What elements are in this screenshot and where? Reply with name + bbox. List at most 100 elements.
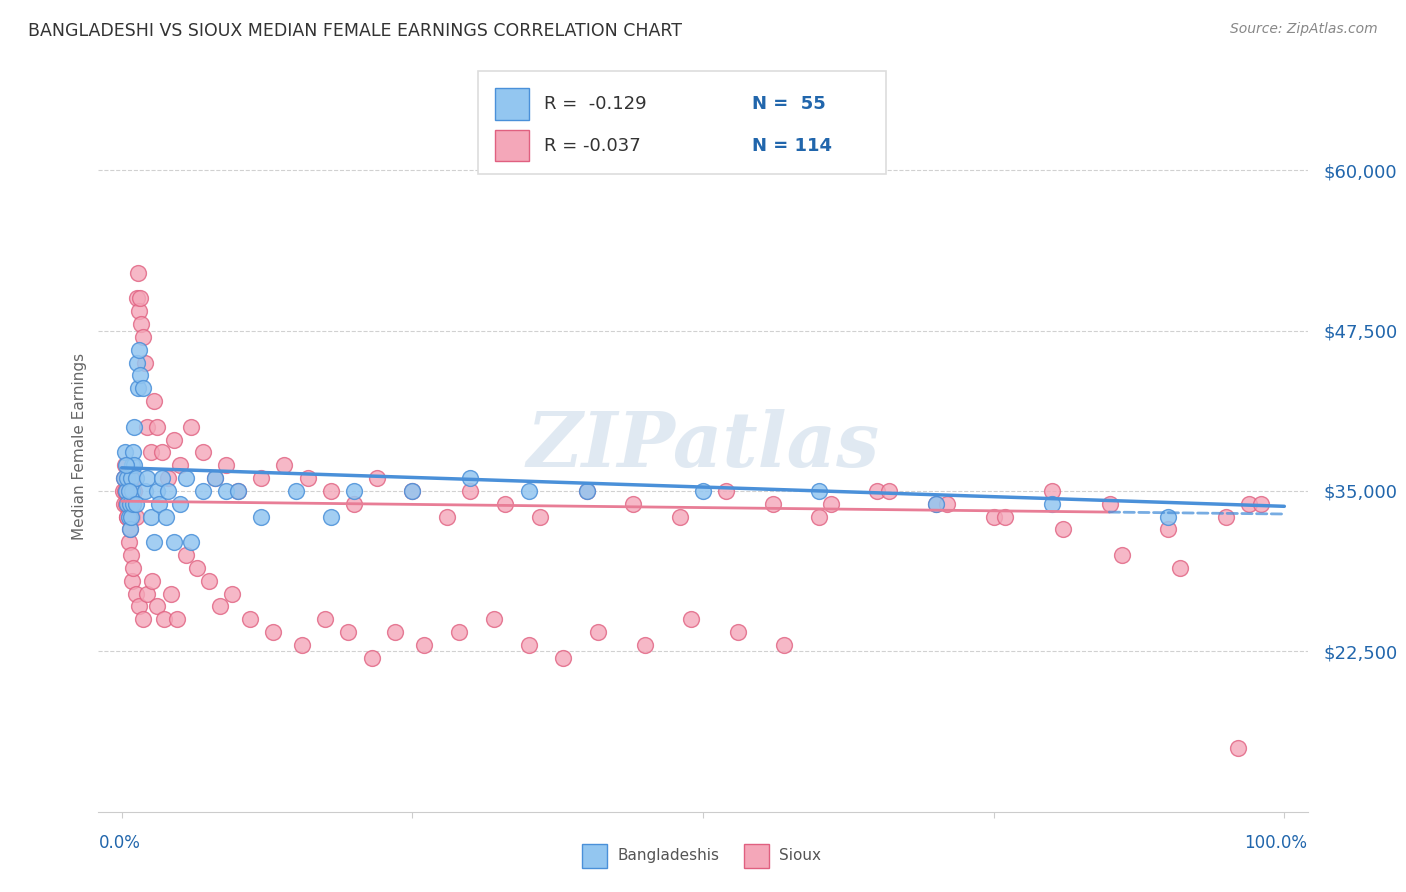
Point <box>145 419 167 434</box>
Point <box>180 535 202 549</box>
Point <box>118 523 141 537</box>
Point <box>114 471 136 485</box>
Point <box>174 548 197 562</box>
Point <box>115 471 138 485</box>
Point <box>115 497 138 511</box>
Y-axis label: Median Female Earnings: Median Female Earnings <box>72 352 87 540</box>
Point <box>343 483 366 498</box>
Text: ZIPatlas: ZIPatlas <box>526 409 880 483</box>
Point <box>166 612 188 626</box>
Point <box>120 471 142 485</box>
Point <box>114 483 136 498</box>
Point <box>262 625 284 640</box>
Point <box>115 458 138 473</box>
Point <box>169 497 191 511</box>
Point <box>169 458 191 473</box>
Point <box>621 497 644 511</box>
Point <box>319 509 342 524</box>
Point <box>112 471 135 485</box>
Point <box>139 509 162 524</box>
Text: N = 114: N = 114 <box>752 136 832 155</box>
Point <box>174 471 197 485</box>
Point <box>877 483 900 498</box>
Point <box>124 458 146 473</box>
Point <box>121 483 143 498</box>
Point <box>124 497 146 511</box>
Point <box>117 471 139 485</box>
Point <box>121 483 143 498</box>
Point <box>692 483 714 498</box>
Point <box>215 483 238 498</box>
Point <box>131 330 153 344</box>
Point <box>112 471 135 485</box>
Point <box>460 483 482 498</box>
Point <box>118 483 141 498</box>
Point <box>250 509 273 524</box>
Point <box>148 497 170 511</box>
Point <box>366 471 388 485</box>
Point <box>124 586 146 600</box>
Point <box>157 471 180 485</box>
Point <box>808 483 831 498</box>
Point <box>924 497 946 511</box>
Point <box>155 509 177 524</box>
Text: Source: ZipAtlas.com: Source: ZipAtlas.com <box>1230 22 1378 37</box>
Point <box>122 471 145 485</box>
Point <box>152 612 174 626</box>
Point <box>681 612 703 626</box>
Point <box>204 471 226 485</box>
Point <box>460 471 482 485</box>
Point <box>198 574 221 588</box>
Point <box>314 612 336 626</box>
Point <box>118 509 141 524</box>
Point <box>128 343 150 357</box>
Point <box>124 483 146 498</box>
Point <box>773 638 796 652</box>
Point <box>118 523 141 537</box>
Point <box>129 292 152 306</box>
Point <box>128 304 150 318</box>
Point <box>117 509 139 524</box>
Point <box>125 292 148 306</box>
Point <box>204 471 226 485</box>
Point <box>436 509 458 524</box>
Point <box>163 535 186 549</box>
Point <box>297 471 319 485</box>
Point <box>401 483 423 498</box>
Point <box>120 497 142 511</box>
Point <box>994 509 1017 524</box>
Point <box>120 509 142 524</box>
Point <box>239 612 262 626</box>
Point <box>143 394 166 409</box>
Point <box>143 535 166 549</box>
Point <box>215 458 238 473</box>
Point <box>820 497 842 511</box>
Point <box>384 625 406 640</box>
Point <box>983 509 1005 524</box>
Point <box>1215 509 1237 524</box>
Point <box>1111 548 1133 562</box>
Point <box>482 612 505 626</box>
Point <box>517 483 540 498</box>
Point <box>808 509 831 524</box>
Point <box>131 612 153 626</box>
Point <box>226 483 249 498</box>
Point <box>575 483 598 498</box>
Point <box>285 483 308 498</box>
Point <box>337 625 360 640</box>
Point <box>727 625 749 640</box>
Point <box>343 497 366 511</box>
Point <box>191 483 214 498</box>
Point <box>127 266 149 280</box>
Point <box>1250 497 1272 511</box>
Point <box>131 317 153 331</box>
Point <box>319 483 342 498</box>
Point <box>122 561 145 575</box>
Point <box>1052 523 1074 537</box>
Point <box>588 625 610 640</box>
Text: N =  55: N = 55 <box>752 95 825 113</box>
Point <box>134 483 156 498</box>
Point <box>1040 497 1063 511</box>
Point <box>124 509 146 524</box>
Point <box>122 497 145 511</box>
